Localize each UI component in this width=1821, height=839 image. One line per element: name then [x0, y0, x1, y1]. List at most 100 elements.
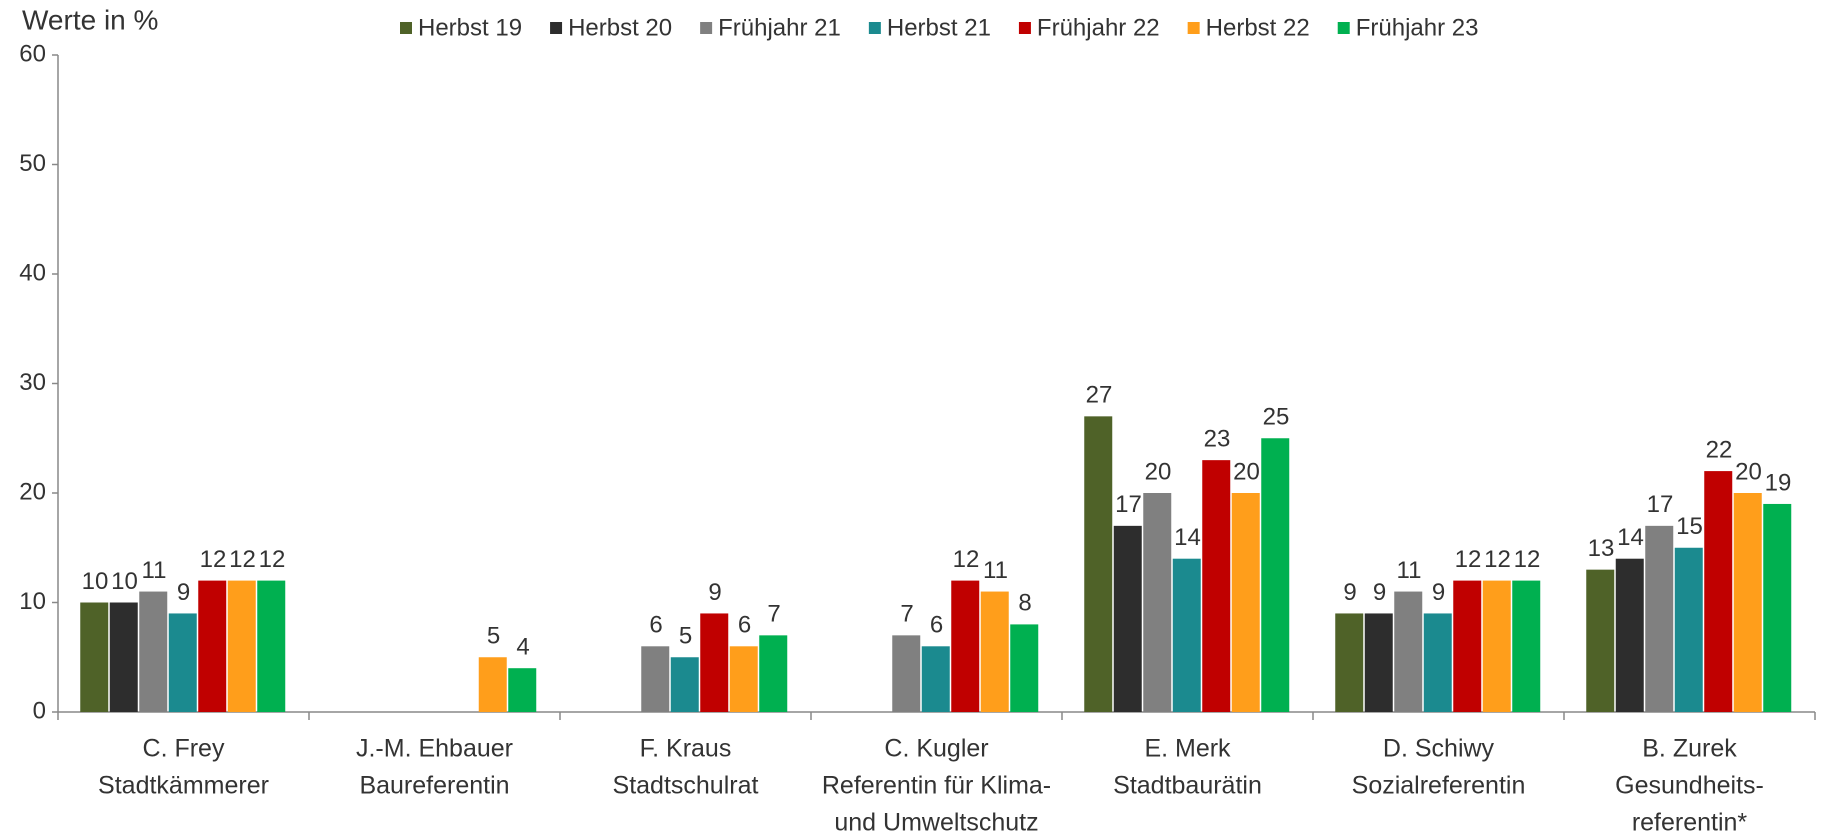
x-tick-label: und Umweltschutz [834, 809, 1038, 837]
value-label: 12 [1514, 546, 1541, 573]
value-label: 9 [1343, 579, 1356, 606]
bar [1586, 569, 1615, 712]
bar [139, 591, 168, 712]
bar [478, 657, 507, 712]
value-label: 12 [200, 546, 227, 573]
value-label: 7 [767, 601, 780, 628]
bar [168, 613, 197, 712]
value-label: 13 [1588, 535, 1615, 562]
y-tick-label: 60 [19, 40, 46, 67]
bar [1172, 558, 1201, 712]
value-label: 5 [487, 623, 500, 650]
value-label: 7 [900, 601, 913, 628]
value-label: 12 [953, 546, 980, 573]
value-label: 19 [1765, 469, 1792, 496]
legend-label: Herbst 19 [418, 14, 522, 41]
value-label: 4 [516, 634, 529, 661]
y-tick-label: 20 [19, 478, 46, 505]
bar [257, 580, 286, 712]
bar [892, 635, 921, 712]
legend-label: Herbst 22 [1206, 14, 1310, 41]
bar [1010, 624, 1039, 712]
value-label: 11 [1397, 557, 1422, 584]
bar [951, 580, 980, 712]
bar [1482, 580, 1511, 712]
legend-label: Frühjahr 23 [1356, 14, 1479, 41]
bar [759, 635, 788, 712]
x-tick-label: Stadtschulrat [613, 772, 759, 800]
value-label: 14 [1174, 524, 1201, 551]
value-label: 15 [1676, 513, 1703, 540]
value-label: 20 [1233, 458, 1260, 485]
value-label: 14 [1617, 524, 1644, 551]
y-tick-label: 0 [33, 697, 46, 724]
bar [227, 580, 256, 712]
legend-swatch [400, 22, 412, 34]
y-tick-label: 40 [19, 259, 46, 286]
value-label: 9 [708, 579, 721, 606]
bar [1763, 503, 1792, 712]
value-label: 12 [1484, 546, 1511, 573]
value-label: 6 [738, 612, 751, 639]
x-tick-label: Referentin für Klima- [822, 772, 1051, 800]
bar [1645, 525, 1674, 712]
value-label: 8 [1018, 590, 1031, 617]
x-tick-label: E. Merk [1144, 735, 1231, 763]
bar [1704, 471, 1733, 712]
bar [1453, 580, 1482, 712]
x-tick-label: F. Kraus [640, 735, 732, 763]
bar [109, 602, 138, 712]
legend-swatch [1337, 22, 1350, 34]
bar [1202, 460, 1231, 712]
value-label: 10 [82, 568, 109, 595]
bar [1423, 613, 1452, 712]
value-label: 25 [1263, 404, 1290, 431]
y-tick-label: 10 [19, 588, 46, 615]
value-label: 9 [1432, 579, 1445, 606]
legend-swatch [1018, 22, 1031, 34]
value-label: 9 [1373, 579, 1386, 606]
legend-swatch [700, 22, 713, 34]
bar [641, 646, 670, 712]
bar [1674, 547, 1703, 712]
legend-label: Herbst 21 [887, 14, 991, 41]
value-label: 17 [1647, 491, 1674, 518]
x-tick-label: D. Schiwy [1383, 735, 1495, 763]
legend-swatch [868, 22, 881, 34]
bar [1512, 580, 1541, 712]
value-label: 23 [1204, 425, 1231, 452]
bar [1084, 416, 1113, 712]
bar [729, 646, 758, 712]
x-tick-label: Stadtbaurätin [1113, 772, 1262, 800]
x-tick-label: C. Frey [143, 735, 225, 763]
x-tick-label: Stadtkämmerer [98, 772, 269, 800]
bar [198, 580, 227, 712]
x-tick-label: B. Zurek [1642, 735, 1737, 763]
legend-label: Frühjahr 21 [718, 14, 841, 41]
bar [1615, 558, 1644, 712]
value-label: 6 [649, 612, 662, 639]
value-label: 27 [1086, 382, 1113, 409]
value-label: 11 [983, 557, 1008, 584]
value-label: 10 [111, 568, 138, 595]
x-tick-label: Sozialreferentin [1352, 772, 1526, 800]
value-label: 22 [1706, 436, 1733, 463]
bar [1231, 493, 1260, 712]
x-tick-label: J.-M. Ehbauer [356, 735, 513, 763]
bar [1143, 493, 1172, 712]
legend-label: Herbst 20 [568, 14, 672, 41]
y-tick-label: 30 [19, 369, 46, 396]
x-tick-label: Baureferentin [359, 772, 509, 800]
value-label: 12 [229, 546, 256, 573]
value-label: 12 [259, 546, 286, 573]
bar [670, 657, 699, 712]
legend-swatch [550, 22, 563, 34]
value-label: 12 [1455, 546, 1482, 573]
x-tick-label: C. Kugler [884, 735, 988, 763]
bar [700, 613, 729, 712]
bar [1733, 493, 1762, 712]
bar [1364, 613, 1393, 712]
value-label: 9 [177, 579, 190, 606]
value-label: 20 [1735, 458, 1762, 485]
